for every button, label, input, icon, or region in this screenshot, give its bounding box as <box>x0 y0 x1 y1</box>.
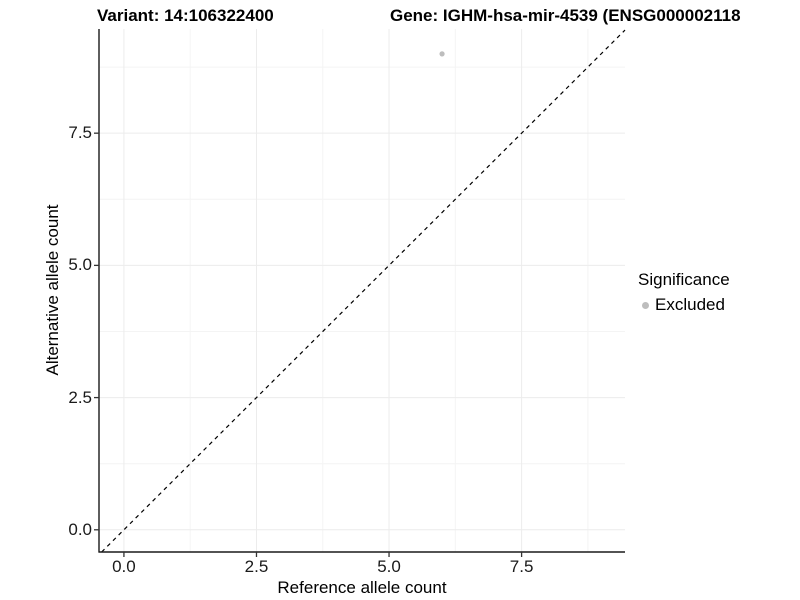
variant-title: Variant: 14:106322400 <box>97 6 274 25</box>
x-tick-label: 2.5 <box>244 557 269 576</box>
legend-marker-circle-icon <box>642 301 649 309</box>
y-tick-label: 5.0 <box>68 255 92 275</box>
y-tick-label: 2.5 <box>68 387 92 407</box>
x-tick-label: 7.5 <box>509 557 534 576</box>
legend-items: Excluded <box>638 295 730 315</box>
data-point <box>439 51 445 57</box>
identity-dashed-line <box>101 29 626 553</box>
x-tick-label: 0.0 <box>112 557 136 576</box>
y-tick-label: 0.0 <box>68 519 92 539</box>
legend-item-label: Excluded <box>655 295 725 314</box>
legend-title: Significance <box>638 270 730 289</box>
x-tick-label: 5.0 <box>377 557 401 576</box>
gene-title: Gene: IGHM-hsa-mir-4539 (ENSG000002118 <box>390 6 741 25</box>
legend-item: Excluded <box>642 295 730 315</box>
y-axis-title: Alternative allele count <box>43 204 62 376</box>
y-tick-label: 7.5 <box>68 123 92 143</box>
x-axis-title: Reference allele count <box>277 578 447 597</box>
legend: Significance Excluded <box>638 270 730 315</box>
